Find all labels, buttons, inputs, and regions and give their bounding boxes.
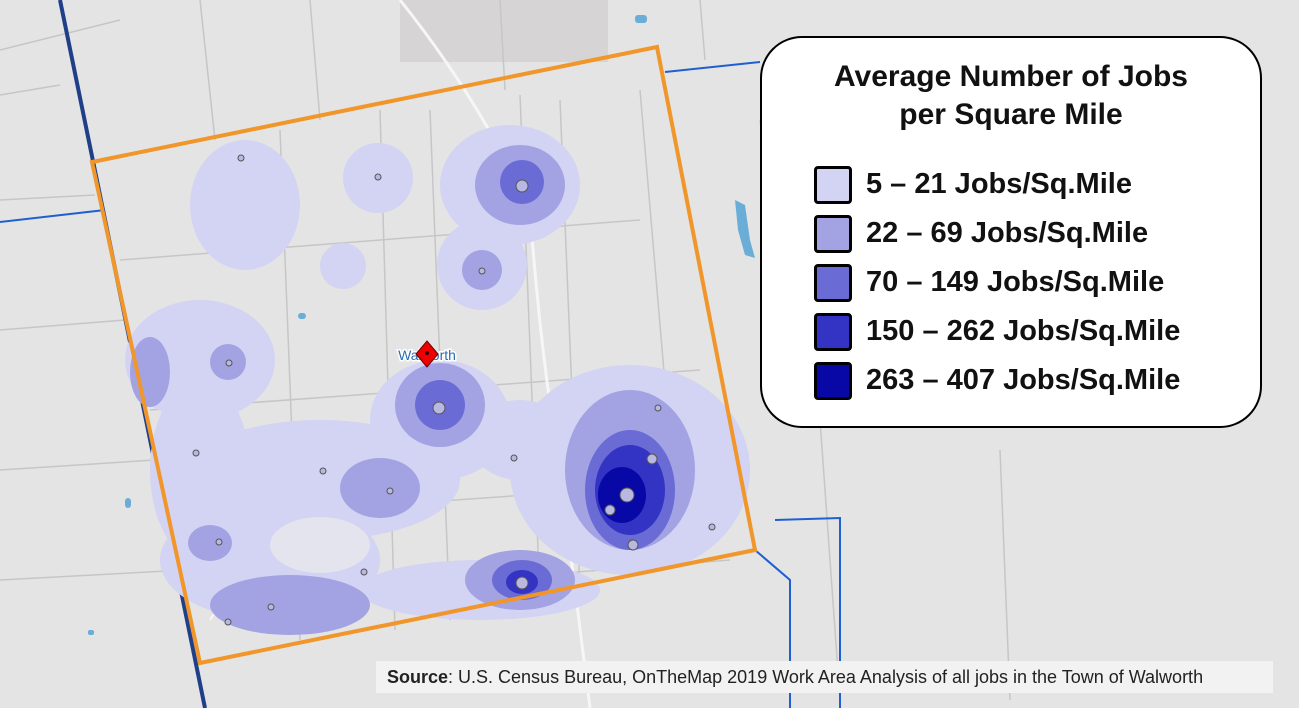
legend-swatch (814, 165, 852, 204)
town-boundary (89, 44, 758, 666)
legend-item: 22 – 69 Jobs/Sq.Mile (814, 209, 1180, 258)
source-label: Source (387, 667, 449, 687)
legend-item: 263 – 407 Jobs/Sq.Mile (814, 356, 1180, 405)
legend-items: 5 – 21 Jobs/Sq.Mile 22 – 69 Jobs/Sq.Mile 7… (814, 160, 1180, 405)
water (88, 15, 755, 635)
legend-title: Average Number of Jobs per Square Mile (762, 58, 1260, 134)
legend-swatch (814, 312, 852, 351)
source-note: Source: U.S. Census Bureau, OnTheMap 201… (376, 661, 1273, 693)
area (400, 0, 608, 62)
legend-title-line: Average Number of Jobs (834, 60, 1188, 93)
legend: Average Number of Jobs per Square Mile 5… (760, 36, 1262, 428)
legend-item: 5 – 21 Jobs/Sq.Mile (814, 160, 1180, 209)
legend-item: 150 – 262 Jobs/Sq.Mile (814, 307, 1180, 356)
legend-swatch (814, 263, 852, 302)
legend-swatch (814, 214, 852, 253)
legend-label: 5 – 21 Jobs/Sq.Mile (866, 168, 1132, 200)
boundaries (0, 61, 841, 708)
legend-label: 150 – 262 Jobs/Sq.Mile (866, 315, 1181, 347)
legend-swatch (814, 361, 852, 400)
legend-title-line: per Square Mile (899, 98, 1123, 131)
legend-item: 70 – 149 Jobs/Sq.Mile (814, 258, 1180, 307)
place-pin-dot (425, 351, 429, 355)
source-text: : U.S. Census Bureau, OnTheMap 2019 Work… (448, 667, 1204, 687)
legend-label: 70 – 149 Jobs/Sq.Mile (866, 266, 1165, 298)
density-surface (125, 125, 750, 635)
legend-label: 263 – 407 Jobs/Sq.Mile (866, 364, 1181, 396)
legend-label: 22 – 69 Jobs/Sq.Mile (866, 217, 1149, 249)
